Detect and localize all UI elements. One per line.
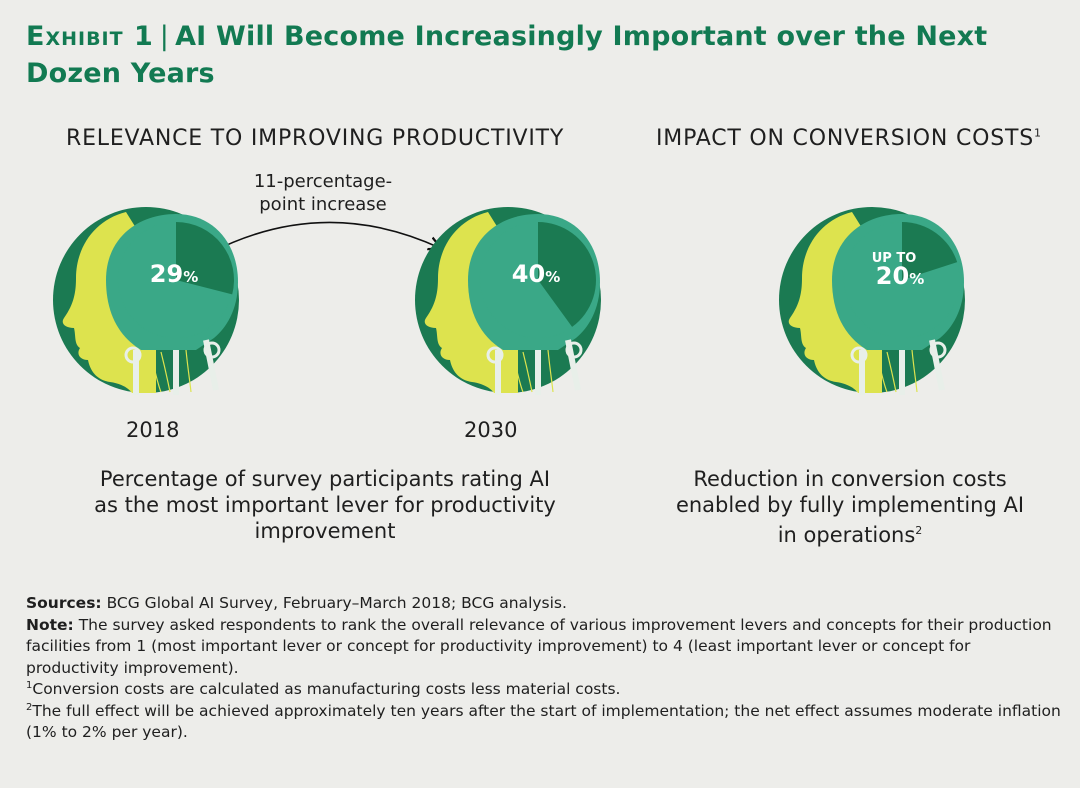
pct-symbol-conversion: % <box>909 270 924 288</box>
productivity-caption-line3: improvement <box>254 519 396 543</box>
footnotes: Sources: BCG Global AI Survey, February–… <box>26 593 1066 744</box>
exhibit-title: Exhibit 1 | AI Will Become Increasingly Im… <box>26 18 1066 92</box>
pie-slice-y2018 <box>176 222 234 295</box>
year-2030-label: 2030 <box>464 418 518 442</box>
footnote-2: 2The full effect will be achieved approx… <box>26 701 1066 744</box>
note-text: The survey asked respondents to rank the… <box>26 615 1052 677</box>
neck-wires-conversion <box>876 349 918 393</box>
conversion-caption-line3-wrap: in operations2 <box>640 518 1060 548</box>
pie-slice-conversion <box>902 222 958 280</box>
conversion-caption-line3: in operations <box>777 523 916 547</box>
neck-lines-conversion <box>859 339 945 395</box>
neck-wires-y2018 <box>150 349 192 393</box>
conversion-caption-line2: enabled by fully implementing AI <box>675 493 1025 517</box>
sources-note: Sources: BCG Global AI Survey, February–… <box>26 593 1066 615</box>
neck-lines-y2030 <box>495 339 581 395</box>
note-label: Note: <box>26 615 74 634</box>
pie-prefix-conversion: UP TO <box>872 251 917 266</box>
footnote-marker-2: 2 <box>915 524 923 537</box>
productivity-caption-line2: as the most important lever for producti… <box>94 493 556 517</box>
increase-arrow <box>211 221 440 253</box>
pct-symbol-y2018: % <box>183 268 198 286</box>
footnote-2-mark: 2 <box>26 701 33 713</box>
joint-left-conversion <box>850 346 868 364</box>
year-2018-label: 2018 <box>126 418 180 442</box>
pct-symbol-y2030: % <box>545 268 560 286</box>
footnote-1: 1Conversion costs are calculated as manu… <box>26 679 1066 701</box>
title-separator: | <box>159 21 170 52</box>
footnote-1-mark: 1 <box>26 679 33 691</box>
footnote-marker-1: 1 <box>1034 126 1042 140</box>
joint-left-y2018 <box>124 346 142 364</box>
sources-text: BCG Global AI Survey, February–March 201… <box>106 594 567 612</box>
footnote-1-text: Conversion costs are calculated as manuf… <box>32 680 621 698</box>
conversion-costs-heading-text: IMPACT ON CONVERSION COSTS <box>656 126 1034 151</box>
neck-wires-y2030 <box>512 349 554 393</box>
neck-lines-y2018 <box>133 339 219 395</box>
joint-right-y2018 <box>203 341 221 359</box>
ai-head-y2018: 29% <box>53 207 239 395</box>
footnote-2-text: The full effect will be achieved approxi… <box>26 701 1061 742</box>
conversion-costs-heading: IMPACT ON CONVERSION COSTS1 <box>656 126 1042 151</box>
conversion-caption-line1: Reduction in conversion costs <box>693 467 1007 491</box>
productivity-heading: RELEVANCE TO IMPROVING PRODUCTIVITY <box>66 126 565 151</box>
increase-annotation-line2: point increase <box>259 194 387 215</box>
productivity-caption: Percentage of survey participants rating… <box>40 466 610 544</box>
sources-label: Sources: <box>26 594 102 612</box>
exhibit-title-text: AI Will Become Increasingly Important ov… <box>26 21 988 89</box>
ai-head-y2030: 40% <box>415 207 601 395</box>
joint-right-y2030 <box>565 341 583 359</box>
survey-note: Note: The survey asked respondents to ra… <box>26 615 1066 680</box>
joint-left-y2030 <box>486 346 504 364</box>
joint-right-conversion <box>929 341 947 359</box>
conversion-caption: Reduction in conversion costs enabled by… <box>640 466 1060 548</box>
pie-slice-y2030 <box>538 222 596 327</box>
increase-annotation-line1: 11-percentage- <box>253 171 393 192</box>
exhibit-number: Exhibit 1 <box>26 21 154 52</box>
increase-annotation: 11-percentage- point increase <box>228 170 418 216</box>
productivity-caption-line1: Percentage of survey participants rating… <box>99 467 551 491</box>
